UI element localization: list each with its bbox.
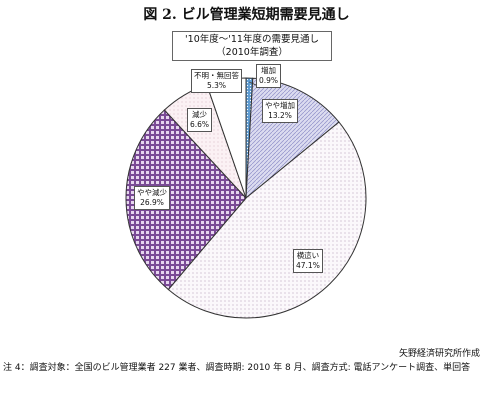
footnote: 注 4：調査対象：全国のビル管理業者 227 業者、調査時期: 2010 年 8… [3, 363, 471, 373]
slice-label-3: 横這い 47.1% [293, 249, 323, 273]
slice-label-5: 減少 6.6% [187, 108, 213, 132]
pie-slice-4 [125, 109, 247, 291]
slice-label-6: 不明・無回答 5.3% [191, 69, 242, 93]
slice-label-4: やや減少 26.9% [134, 186, 170, 210]
slice-label-value: 47.1% [296, 261, 320, 270]
source-note: 矢野経済研究所作成 [398, 349, 480, 359]
slice-label-value: 5.3% [206, 81, 227, 90]
chart-title: 図 2. ビル管理業短期需要見通し [143, 7, 350, 23]
slice-label-value: 13.2% [268, 111, 292, 120]
slice-label-1: 増加 0.9% [256, 64, 282, 88]
slice-label-value: 6.6% [190, 120, 210, 129]
slice-label-name: 横這い [296, 251, 320, 260]
slice-label-name: 不明・無回答 [194, 71, 239, 80]
slice-label-name: やや減少 [137, 188, 167, 197]
slice-label-name: 増加 [261, 66, 277, 75]
chart-subtitle-box: '10年度～'11年度の需要見通し （2010年調査） [172, 31, 332, 61]
subtitle-line-2: （2010年調査） [216, 47, 288, 58]
slice-label-name: やや増加 [265, 101, 295, 110]
subtitle-line-1: '10年度～'11年度の需要見通し [185, 34, 319, 45]
slice-label-value: 26.9% [140, 198, 164, 207]
slice-label-value: 0.9% [259, 76, 279, 85]
slice-label-2: やや増加 13.2% [262, 99, 298, 123]
slice-label-name: 減少 [192, 110, 208, 119]
